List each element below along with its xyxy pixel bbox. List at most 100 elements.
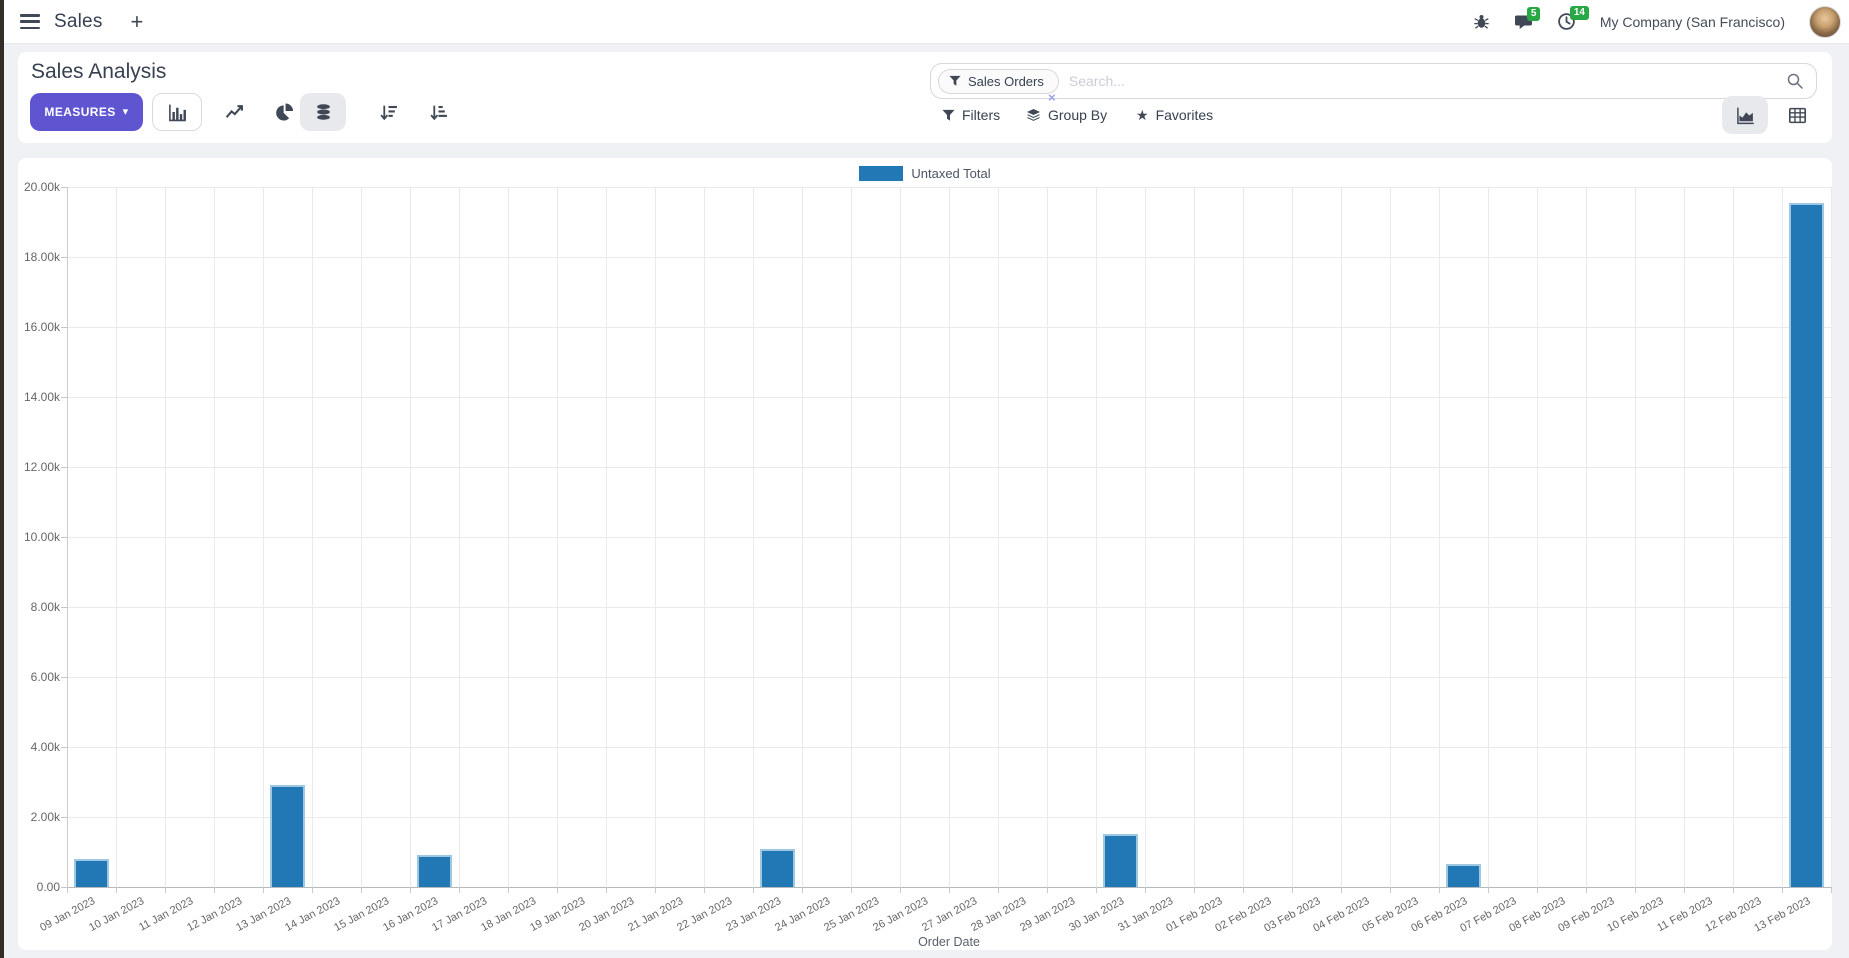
bar[interactable] — [760, 849, 795, 887]
x-gridline — [753, 187, 754, 887]
y-tick-label: 8.00k — [30, 600, 60, 614]
x-tick-mark — [361, 887, 362, 893]
database-stack-icon — [316, 104, 330, 120]
x-tick-mark — [263, 887, 264, 893]
chart-area: Untaxed Total Order Date 0.00 2.00k 4.00k 6… — [18, 158, 1832, 950]
plus-icon[interactable]: + — [130, 8, 144, 34]
bar[interactable] — [74, 859, 109, 887]
x-tick-label: 06 Feb 2023 — [1408, 895, 1470, 935]
y-tick-label: 14.00k — [23, 390, 60, 404]
bar[interactable] — [417, 855, 452, 887]
y-tick-label: 2.00k — [30, 810, 60, 824]
user-avatar[interactable] — [1809, 5, 1841, 38]
bar[interactable] — [1103, 833, 1138, 887]
x-tick-label: 12 Feb 2023 — [1702, 895, 1764, 935]
x-gridline — [606, 187, 607, 887]
x-tick-mark — [1243, 887, 1244, 893]
search-icon[interactable] — [1786, 72, 1804, 90]
bar[interactable] — [1446, 864, 1481, 887]
x-tick-mark — [459, 887, 460, 893]
line-chart-mode-button[interactable] — [212, 93, 256, 131]
apps-menu-icon[interactable] — [20, 14, 40, 29]
x-tick-mark — [312, 887, 313, 893]
x-tick-mark — [1292, 887, 1293, 893]
x-tick-label: 10 Feb 2023 — [1604, 895, 1666, 935]
x-tick-label: 09 Feb 2023 — [1555, 895, 1617, 935]
sort-ascending-button[interactable] — [416, 93, 460, 131]
bar[interactable] — [1789, 203, 1824, 887]
x-gridline — [459, 187, 460, 887]
search-input[interactable] — [1068, 73, 1786, 89]
x-gridline — [1243, 187, 1244, 887]
y-tick-label: 16.00k — [23, 320, 60, 334]
x-tick-label: 20 Jan 2023 — [577, 895, 637, 935]
y-tick-mark — [61, 747, 67, 748]
x-tick-label: 21 Jan 2023 — [626, 895, 686, 935]
y-tick-mark — [61, 607, 67, 608]
x-tick-mark — [1047, 887, 1048, 893]
x-tick-mark — [1145, 887, 1146, 893]
activities-clock-icon[interactable]: 14 — [1557, 6, 1589, 31]
bar[interactable] — [270, 784, 305, 887]
x-gridline — [1831, 187, 1832, 887]
measures-button[interactable]: MEASURES ▾ — [30, 93, 143, 131]
legend-label: Untaxed Total — [911, 166, 991, 181]
x-tick-mark — [557, 887, 558, 893]
x-tick-label: 19 Jan 2023 — [528, 895, 588, 935]
stacked-toggle-button[interactable] — [300, 93, 346, 131]
x-gridline — [263, 187, 264, 887]
x-tick-label: 23 Jan 2023 — [724, 895, 784, 935]
x-gridline — [1390, 187, 1391, 887]
star-icon: ★ — [1136, 107, 1149, 123]
x-tick-label: 22 Jan 2023 — [675, 895, 735, 935]
pivot-view-button[interactable] — [1774, 96, 1820, 134]
group-by-button[interactable]: Group By — [1026, 101, 1107, 129]
bar-chart-mode-button[interactable] — [152, 93, 202, 131]
legend-swatch — [859, 166, 904, 181]
facet-remove-icon[interactable]: × — [1048, 90, 1056, 105]
company-switcher[interactable]: My Company (San Francisco) — [1599, 13, 1785, 30]
x-gridline — [900, 187, 901, 887]
x-gridline — [1684, 187, 1685, 887]
app-name[interactable]: Sales — [54, 10, 103, 32]
x-tick-label: 03 Feb 2023 — [1261, 895, 1323, 935]
x-tick-mark — [1194, 887, 1195, 893]
x-tick-label: 05 Feb 2023 — [1359, 895, 1421, 935]
x-tick-label: 18 Jan 2023 — [479, 895, 539, 935]
messages-icon[interactable]: 5 — [1514, 6, 1541, 31]
chart-legend[interactable]: Untaxed Total — [18, 166, 1832, 181]
y-tick-label: 20.00k — [23, 180, 60, 194]
favorites-button[interactable]: ★ Favorites — [1136, 101, 1213, 129]
x-gridline — [214, 187, 215, 887]
x-tick-mark — [949, 887, 950, 893]
x-gridline — [116, 187, 117, 887]
window-edge — [0, 0, 4, 958]
top-navbar: Sales + 5 14 My Company (San Francisco) — [0, 0, 1849, 44]
x-tick-label: 16 Jan 2023 — [381, 895, 441, 935]
x-gridline — [1537, 187, 1538, 887]
x-tick-label: 07 Feb 2023 — [1457, 895, 1519, 935]
control-panel: Sales Analysis MEASURES ▾ — [18, 52, 1832, 143]
x-tick-mark — [1537, 887, 1538, 893]
x-tick-label: 29 Jan 2023 — [1018, 895, 1078, 935]
x-tick-mark — [998, 887, 999, 893]
x-tick-label: 28 Jan 2023 — [969, 895, 1029, 935]
x-tick-label: 31 Jan 2023 — [1116, 895, 1176, 935]
page-title: Sales Analysis — [31, 60, 167, 83]
layers-icon — [1026, 108, 1041, 121]
graph-view-button[interactable] — [1722, 96, 1768, 134]
x-tick-label: 08 Feb 2023 — [1506, 895, 1568, 935]
x-tick-mark — [900, 887, 901, 893]
pie-chart-mode-button[interactable] — [262, 93, 306, 131]
filters-button[interactable]: Filters — [942, 101, 1000, 129]
debug-bug-icon[interactable] — [1473, 13, 1490, 30]
x-tick-label: 26 Jan 2023 — [871, 895, 931, 935]
x-tick-mark — [410, 887, 411, 893]
x-gridline — [704, 187, 705, 887]
search-bar: Sales Orders × — [930, 63, 1817, 104]
y-tick-mark — [61, 467, 67, 468]
y-tick-label: 10.00k — [23, 530, 60, 544]
x-gridline — [1635, 187, 1636, 887]
sort-descending-button[interactable] — [366, 93, 410, 131]
y-tick-label: 6.00k — [30, 670, 60, 684]
